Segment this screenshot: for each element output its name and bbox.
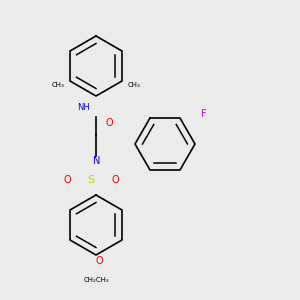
Text: NH: NH [78,103,90,112]
Text: O: O [63,175,70,185]
Text: CH₃: CH₃ [127,82,140,88]
Text: F: F [201,109,207,119]
Text: O: O [105,118,112,128]
Text: N: N [93,155,100,166]
Text: S: S [87,175,94,185]
Text: O: O [96,256,103,266]
Text: CH₃: CH₃ [52,82,65,88]
Text: O: O [111,175,118,185]
Text: CH₂CH₃: CH₂CH₃ [83,277,109,283]
